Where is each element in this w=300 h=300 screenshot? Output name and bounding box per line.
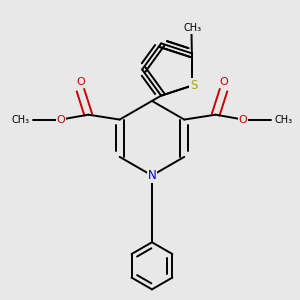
Text: S: S xyxy=(190,79,197,92)
Text: O: O xyxy=(219,77,228,87)
Text: O: O xyxy=(76,77,85,87)
Text: CH₃: CH₃ xyxy=(274,115,293,124)
Text: O: O xyxy=(56,115,65,124)
Text: N: N xyxy=(148,169,156,182)
Text: CH₃: CH₃ xyxy=(11,115,29,124)
Text: O: O xyxy=(239,115,248,124)
Text: CH₃: CH₃ xyxy=(183,23,202,33)
